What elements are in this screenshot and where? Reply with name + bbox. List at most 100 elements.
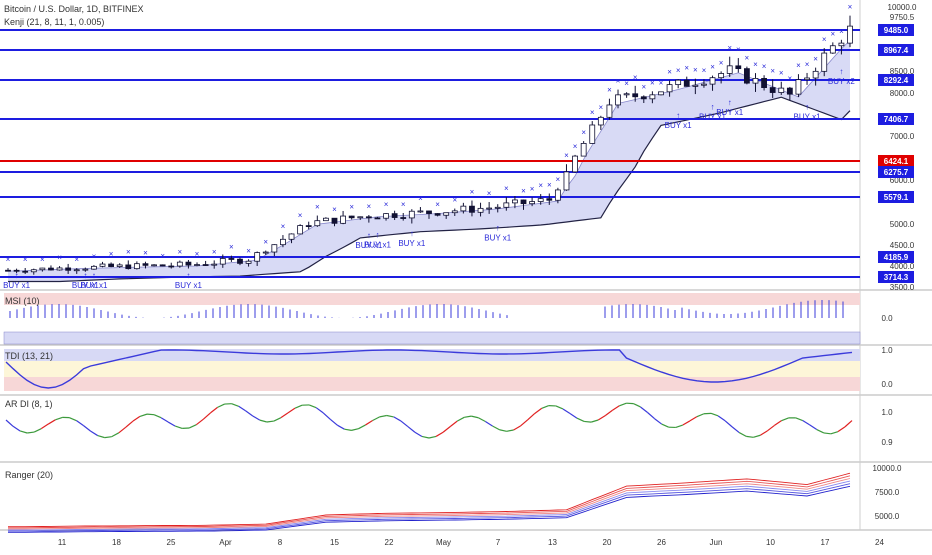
x-marker: × [315, 203, 320, 212]
x-marker: × [23, 255, 28, 264]
candle [830, 46, 835, 53]
indicator-label: Kenji (21, 8, 11, 1, 0.005) [4, 17, 104, 27]
ardi-line-segment [443, 427, 450, 433]
x-marker: × [556, 175, 561, 184]
ardi-line-segment [577, 418, 584, 421]
ardi-line-segment [218, 404, 225, 407]
ardi-line-segment [542, 406, 549, 409]
candle [48, 268, 53, 270]
tdi-tick-label: 1.0 [881, 346, 893, 355]
ardi-line-segment [168, 422, 175, 426]
candle [332, 218, 337, 223]
kenji-lower-line [8, 97, 850, 281]
ardi-line-segment [676, 425, 683, 427]
x-marker: × [641, 82, 646, 91]
ardi-line-segment [725, 421, 732, 427]
ardi-line-segment [485, 421, 492, 426]
ardi-line-segment [570, 414, 577, 419]
x-marker: × [57, 253, 62, 262]
x-marker: × [6, 255, 11, 264]
ardi-line-segment [316, 408, 323, 413]
candle [358, 217, 363, 218]
candle [598, 117, 603, 125]
ardi-line-segment [535, 408, 542, 413]
ardi-line-segment [514, 426, 521, 430]
ardi-line-segment [471, 416, 478, 418]
buy-arrow: ↑ [805, 102, 809, 111]
candle [315, 221, 320, 226]
msi-tick-label: 0.0 [881, 314, 893, 323]
x-marker: × [564, 151, 569, 160]
ardi-line-segment [641, 407, 648, 413]
tdi-pane-label: TDI (13, 21) [5, 351, 53, 361]
ranger-pane-label: Ranger (20) [5, 470, 53, 480]
candle [848, 26, 853, 43]
candle [177, 262, 182, 266]
candle [212, 264, 217, 265]
ranger-band-line [8, 481, 850, 530]
candle [701, 84, 706, 85]
candles: ××××××××××××××××××××××××××××××××××××××××… [6, 3, 853, 275]
ardi-line-segment [105, 437, 112, 438]
x-marker: × [538, 181, 543, 190]
buy-arrow: ↑ [83, 271, 87, 280]
candle [384, 214, 389, 219]
ardi-line-segment [394, 417, 401, 421]
candle [109, 264, 114, 267]
buy-signal-label: BUY x1 [665, 121, 693, 130]
price-tick-label: 8000.0 [890, 89, 915, 98]
buy-arrow: ↑ [410, 229, 414, 238]
ardi-line-segment [41, 424, 48, 429]
ardi-line-segment [796, 418, 803, 421]
candle [762, 78, 767, 87]
candle [186, 262, 191, 265]
candle [796, 80, 801, 95]
level-label: 4185.9 [884, 253, 909, 262]
x-marker: × [298, 211, 303, 220]
buy-signal-label: BUY x1 [398, 239, 426, 248]
ardi-line-segment [196, 419, 203, 424]
level-label: 9485.0 [884, 26, 909, 35]
buy-signal-label: BUY x1 [364, 240, 392, 249]
x-marker: × [633, 73, 638, 82]
ardi-line-segment [408, 427, 415, 433]
ardi-line-segment [84, 426, 91, 432]
ardi-line-segment [633, 404, 640, 407]
level-label: 7406.7 [884, 115, 909, 124]
x-marker: × [143, 249, 148, 258]
candle [31, 270, 36, 272]
x-tick-label: 7 [496, 538, 501, 547]
candle [616, 95, 621, 105]
ardi-line-segment [718, 416, 725, 421]
ardi-line-segment [309, 405, 316, 408]
x-marker: × [487, 189, 492, 198]
candle [83, 269, 88, 270]
ardi-line-segment [591, 420, 598, 422]
ardi-line-segment [267, 421, 274, 422]
ardi-line-segment [373, 417, 380, 421]
x-tick-label: 10 [766, 538, 775, 547]
ardi-tick-label: 0.9 [881, 438, 893, 447]
ardi-line-segment [767, 425, 774, 430]
candle [581, 143, 586, 156]
x-marker: × [581, 128, 586, 137]
ardi-line-segment [753, 435, 760, 437]
buy-signal-label: BUY x1 [3, 281, 31, 290]
candle [246, 261, 251, 263]
ardi-line-segment [55, 417, 62, 419]
x-marker: × [813, 55, 818, 64]
candle [667, 85, 672, 92]
x-marker: × [693, 66, 698, 75]
ardi-line-segment [528, 413, 535, 419]
candle [23, 271, 28, 272]
candle [143, 264, 148, 266]
ardi-line-segment [91, 431, 98, 435]
ardi-line-segment [210, 407, 217, 413]
ardi-line-segment [782, 418, 789, 421]
candle [590, 125, 595, 143]
candle [753, 78, 758, 83]
buy-signal-label: BUY x1 [484, 233, 512, 242]
candle [280, 239, 285, 244]
buy-signal-label: BUY x1 [175, 281, 203, 290]
